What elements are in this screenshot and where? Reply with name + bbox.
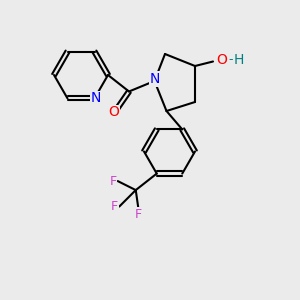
Text: N: N [91, 92, 101, 105]
Text: N: N [149, 72, 160, 86]
Text: F: F [111, 200, 118, 213]
Text: O: O [217, 53, 227, 67]
Text: H: H [234, 53, 244, 67]
Text: -: - [229, 53, 233, 67]
Text: F: F [110, 175, 117, 188]
Text: O: O [109, 106, 119, 119]
Text: F: F [135, 208, 142, 220]
